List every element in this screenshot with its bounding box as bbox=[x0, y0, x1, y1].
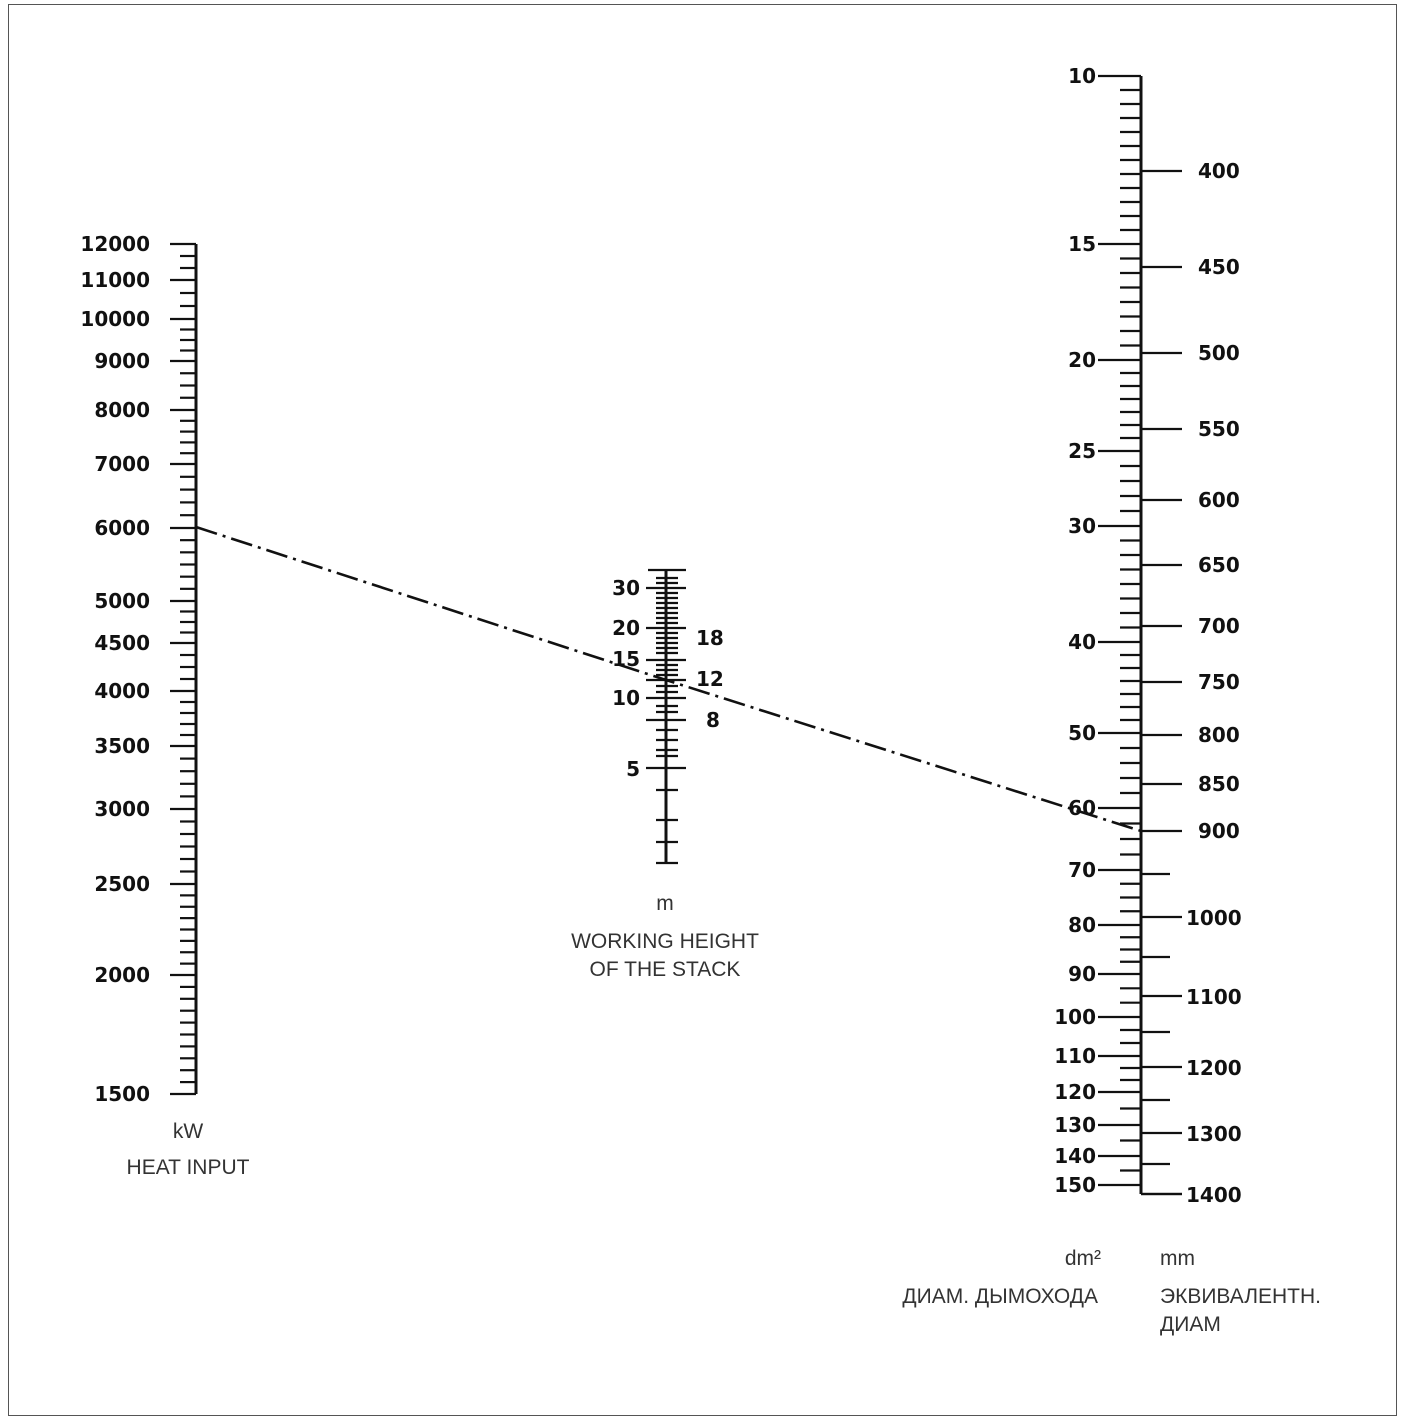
heat-label: 9000 bbox=[94, 349, 150, 373]
diam-label: 600 bbox=[1198, 488, 1240, 512]
diam-label: 800 bbox=[1198, 723, 1240, 747]
heat-label: 10000 bbox=[80, 307, 150, 331]
area-label: 50 bbox=[1068, 721, 1096, 745]
example-solution-line bbox=[195, 525, 1142, 833]
heat-input-caption: HEAT INPUT bbox=[127, 1156, 250, 1179]
area-label: 10 bbox=[1068, 64, 1096, 88]
heat-label: 4000 bbox=[94, 679, 150, 703]
area-label: 90 bbox=[1068, 962, 1096, 986]
stack-height-caption-line2: OF THE STACK bbox=[590, 958, 741, 981]
area-label: 40 bbox=[1068, 630, 1096, 654]
diam-label: 1200 bbox=[1186, 1056, 1242, 1080]
heat-input-unit: kW bbox=[173, 1120, 204, 1143]
heat-label: 7000 bbox=[94, 452, 150, 476]
diam-label: 700 bbox=[1198, 614, 1240, 638]
height-label: 5 bbox=[626, 757, 640, 781]
area-label: 150 bbox=[1054, 1173, 1096, 1197]
height-label: 18 bbox=[696, 626, 724, 650]
area-label: 120 bbox=[1054, 1080, 1096, 1104]
heat-label: 3000 bbox=[94, 797, 150, 821]
flue-area-caption: ДИАМ. ДЫМОХОДА bbox=[902, 1285, 1098, 1308]
heat-label: 2000 bbox=[94, 963, 150, 987]
diam-label: 1100 bbox=[1186, 985, 1242, 1009]
diam-label: 500 bbox=[1198, 341, 1240, 365]
diam-label: 400 bbox=[1198, 159, 1240, 183]
diam-label: 1000 bbox=[1186, 906, 1242, 930]
area-label: 20 bbox=[1068, 348, 1096, 372]
area-label: 130 bbox=[1054, 1113, 1096, 1137]
tick-marks bbox=[170, 74, 1182, 1196]
height-label: 10 bbox=[612, 686, 640, 710]
height-label: 8 bbox=[706, 708, 720, 732]
area-label: 140 bbox=[1054, 1144, 1096, 1168]
heat-label: 1500 bbox=[94, 1082, 150, 1106]
area-label: 100 bbox=[1054, 1005, 1096, 1029]
heat-label: 6000 bbox=[94, 516, 150, 540]
nomogram-frame bbox=[8, 4, 1397, 1416]
heat-label: 11000 bbox=[80, 268, 150, 292]
diam-label: 450 bbox=[1198, 255, 1240, 279]
diam-label: 850 bbox=[1198, 772, 1240, 796]
height-label: 20 bbox=[612, 616, 640, 640]
diam-label: 900 bbox=[1198, 819, 1240, 843]
heat-label: 5000 bbox=[94, 589, 150, 613]
equiv-diameter-unit: mm bbox=[1160, 1247, 1195, 1270]
equiv-diameter-caption-line2: ДИАМ bbox=[1160, 1313, 1221, 1336]
heat-label: 2500 bbox=[94, 872, 150, 896]
height-label: 30 bbox=[612, 576, 640, 600]
stack-height-caption-line1: WORKING HEIGHT bbox=[571, 930, 759, 953]
tick-labels: 12000 11000 10000 9000 8000 7000 6000 50… bbox=[80, 64, 1241, 1207]
heat-label: 4500 bbox=[94, 631, 150, 655]
diam-label: 550 bbox=[1198, 417, 1240, 441]
height-label: 12 bbox=[696, 667, 724, 691]
heat-label: 12000 bbox=[80, 232, 150, 256]
diam-label: 650 bbox=[1198, 553, 1240, 577]
diam-label: 1300 bbox=[1186, 1122, 1242, 1146]
diam-label: 750 bbox=[1198, 670, 1240, 694]
area-label: 30 bbox=[1068, 514, 1096, 538]
flue-area-unit: dm² bbox=[1065, 1247, 1101, 1270]
diam-label: 1400 bbox=[1186, 1183, 1242, 1207]
equiv-diameter-caption-line1: ЭКВИВАЛЕНТН. bbox=[1160, 1285, 1321, 1308]
heat-label: 3500 bbox=[94, 734, 150, 758]
area-label: 80 bbox=[1068, 913, 1096, 937]
area-label: 110 bbox=[1054, 1044, 1096, 1068]
area-label: 15 bbox=[1068, 232, 1096, 256]
heat-label: 8000 bbox=[94, 398, 150, 422]
stack-height-unit: m bbox=[656, 892, 674, 915]
area-label: 70 bbox=[1068, 858, 1096, 882]
area-label: 25 bbox=[1068, 439, 1096, 463]
